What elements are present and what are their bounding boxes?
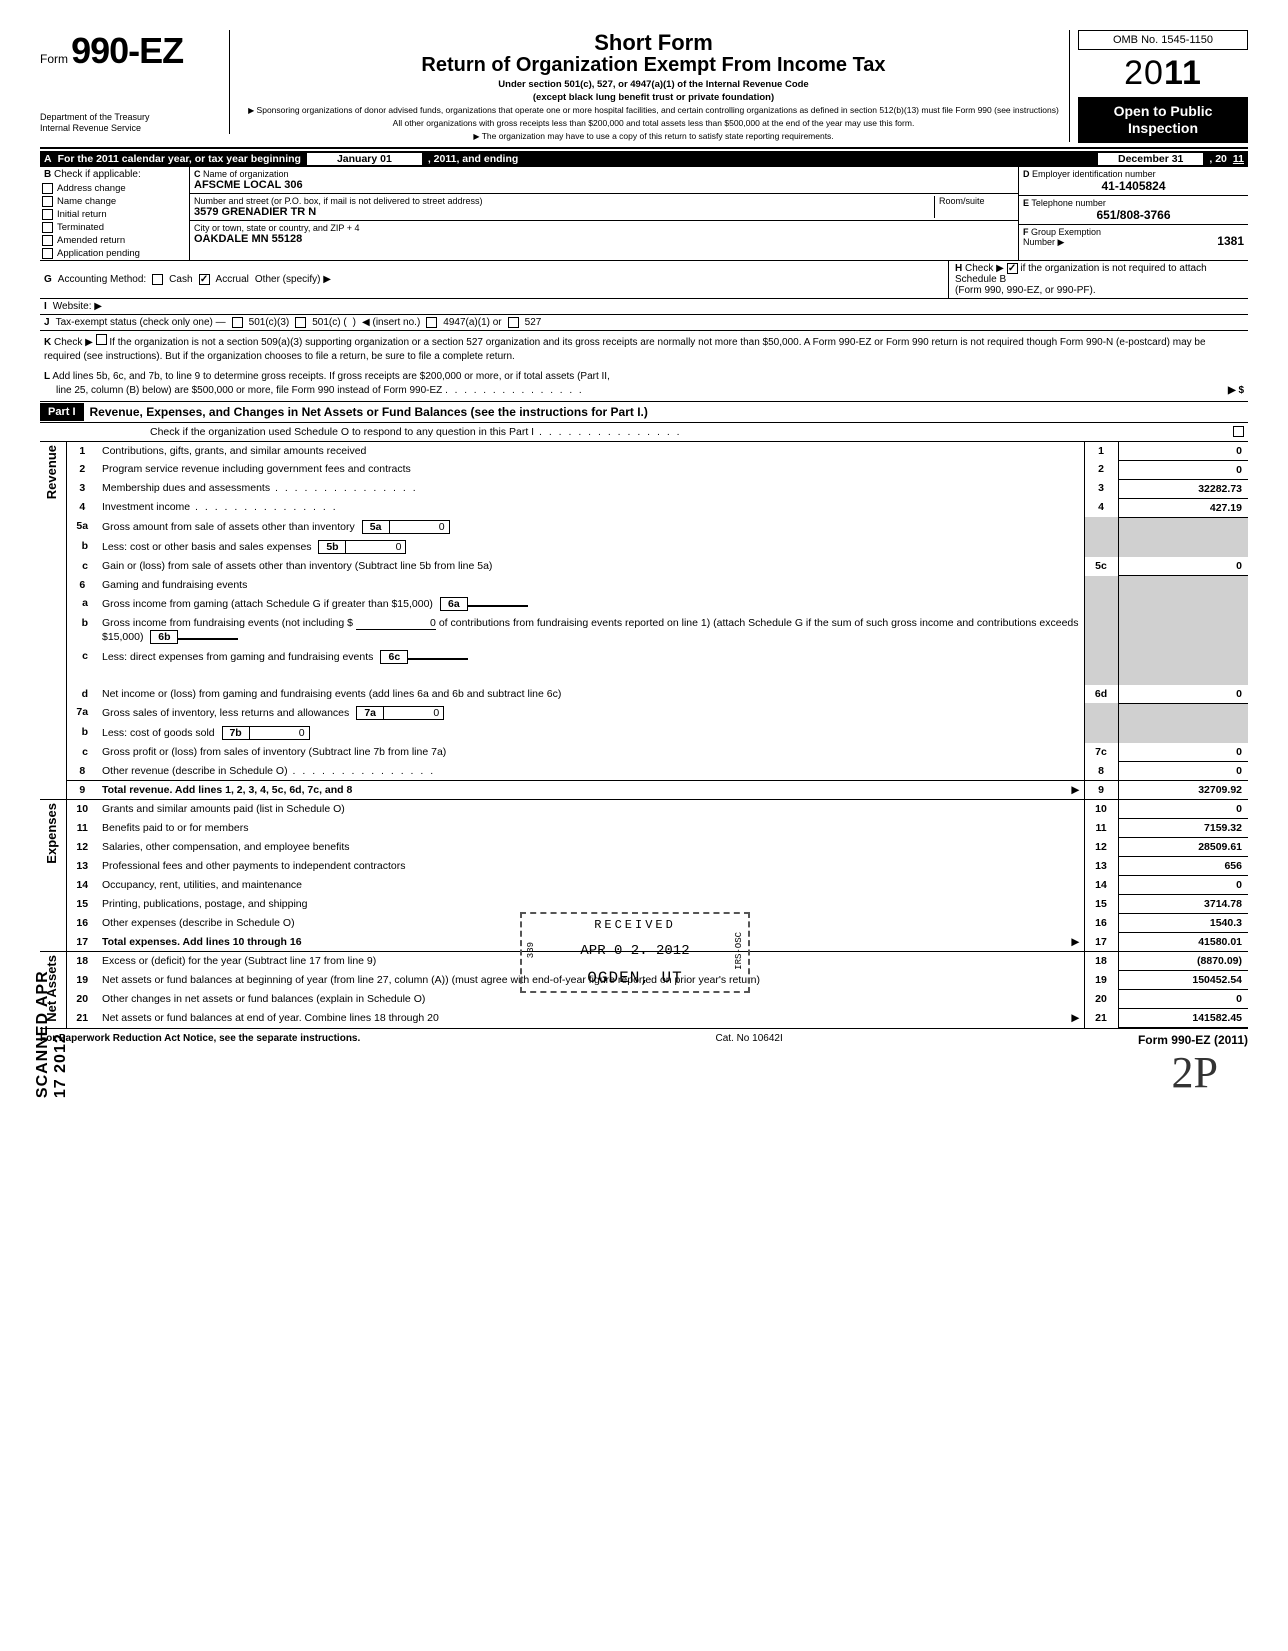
amt-11: 7159.32	[1118, 819, 1248, 838]
chk-k[interactable]	[96, 334, 107, 345]
form-number-box: Form 990-EZ Department of the Treasury I…	[40, 30, 230, 134]
amt-3: 32282.73	[1118, 479, 1248, 498]
identity-block: B Check if applicable: Address change Na…	[40, 167, 1248, 260]
amt-20: 0	[1118, 990, 1248, 1009]
amt-7c: 0	[1118, 743, 1248, 762]
amt-8: 0	[1118, 762, 1248, 781]
amt-1: 0	[1118, 442, 1248, 461]
chk-527[interactable]	[508, 317, 519, 328]
chk-address-change[interactable]	[42, 183, 53, 194]
note-copy: The organization may have to use a copy …	[246, 131, 1061, 142]
part1-header: Part I Revenue, Expenses, and Changes in…	[40, 402, 1248, 423]
omb-number: OMB No. 1545-1150	[1078, 30, 1248, 50]
part1-schedO: Check if the organization used Schedule …	[40, 423, 1248, 442]
website-field: Website: ▶	[53, 301, 102, 312]
org-name: AFSCME LOCAL 306	[194, 179, 1014, 191]
title-column: Short Form Return of Organization Exempt…	[238, 30, 1070, 142]
amt-19: 150452.54	[1118, 971, 1248, 990]
tax-year-end: December 31	[1098, 153, 1203, 165]
amt-5c: 0	[1118, 557, 1248, 576]
row-l: L Add lines 5b, 6c, and 7b, to line 9 to…	[40, 367, 1248, 402]
dept-treasury: Department of the Treasury	[40, 112, 223, 123]
chk-name-change[interactable]	[42, 196, 53, 207]
open-to-public: Open to Public Inspection	[1078, 97, 1248, 143]
chk-501c[interactable]	[295, 317, 306, 328]
dept-irs: Internal Revenue Service	[40, 123, 223, 134]
side-revenue: Revenue	[44, 445, 59, 499]
row-h: H Check ▶ if the organization is not req…	[948, 261, 1248, 298]
chk-cash[interactable]	[152, 274, 163, 285]
form-prefix: Form	[40, 52, 68, 66]
ein: 41-1405824	[1023, 179, 1244, 193]
chk-part1-schedO[interactable]	[1233, 426, 1244, 437]
tax-year-begin: January 01	[307, 153, 422, 165]
col-c-nameaddr: C Name of organization AFSCME LOCAL 306 …	[190, 167, 1018, 260]
amt-18: (8870.09)	[1118, 952, 1248, 971]
part1-table: Revenue 1 Contributions, gifts, grants, …	[40, 442, 1248, 1029]
col-b-checks: B Check if applicable: Address change Na…	[40, 167, 190, 260]
chk-4947[interactable]	[426, 317, 437, 328]
chk-501c3[interactable]	[232, 317, 243, 328]
row-k: K Check ▶ If the organization is not a s…	[40, 331, 1248, 367]
org-city: OAKDALE MN 55128	[194, 233, 1014, 245]
chk-amended[interactable]	[42, 235, 53, 246]
amt-9: 32709.92	[1118, 781, 1248, 800]
amt-17: 41580.01	[1118, 933, 1248, 952]
chk-accrual[interactable]	[199, 274, 210, 285]
amt-15: 3714.78	[1118, 895, 1248, 914]
amt-10: 0	[1118, 800, 1248, 819]
chk-terminated[interactable]	[42, 222, 53, 233]
amt-21: 141582.45	[1118, 1009, 1248, 1028]
chk-schedule-b[interactable]	[1007, 263, 1018, 274]
subtitle-section: Under section 501(c), 527, or 4947(a)(1)…	[246, 79, 1061, 90]
note-sponsoring: Sponsoring organizations of donor advise…	[246, 105, 1061, 116]
side-netassets: Net Assets	[44, 955, 59, 1022]
title-return: Return of Organization Exempt From Incom…	[246, 54, 1061, 77]
form-number: 990-EZ	[71, 30, 183, 71]
amt-14: 0	[1118, 876, 1248, 895]
subtitle-except: (except black lung benefit trust or priv…	[246, 92, 1061, 103]
title-short-form: Short Form	[246, 30, 1061, 56]
tax-year: 2011	[1078, 54, 1248, 93]
col-def: D Employer identification number 41-1405…	[1018, 167, 1248, 260]
amt-16: 1540.3	[1118, 914, 1248, 933]
amt-12: 28509.61	[1118, 838, 1248, 857]
form-page: SCANNED APR 17 2012 Form 990-EZ Departme…	[40, 30, 1248, 1098]
form-header: Form 990-EZ Department of the Treasury I…	[40, 30, 1248, 143]
note-other-orgs: All other organizations with gross recei…	[246, 118, 1061, 129]
amt-2: 0	[1118, 460, 1248, 479]
line-a: A For the 2011 calendar year, or tax yea…	[40, 151, 1248, 167]
org-street: 3579 GRENADIER TR N	[194, 206, 934, 218]
signature-initials: 2P	[40, 1047, 1248, 1098]
group-exemption: 1381	[1217, 234, 1244, 248]
amt-6d: 0	[1118, 685, 1248, 704]
amt-13: 656	[1118, 857, 1248, 876]
chk-initial-return[interactable]	[42, 209, 53, 220]
footer: For Paperwork Reduction Act Notice, see …	[40, 1028, 1248, 1047]
chk-application-pending[interactable]	[42, 248, 53, 259]
side-expenses: Expenses	[44, 803, 59, 864]
right-header-box: OMB No. 1545-1150 2011 Open to Public In…	[1078, 30, 1248, 143]
amt-4: 427.19	[1118, 498, 1248, 517]
telephone: 651/808-3766	[1023, 208, 1244, 222]
